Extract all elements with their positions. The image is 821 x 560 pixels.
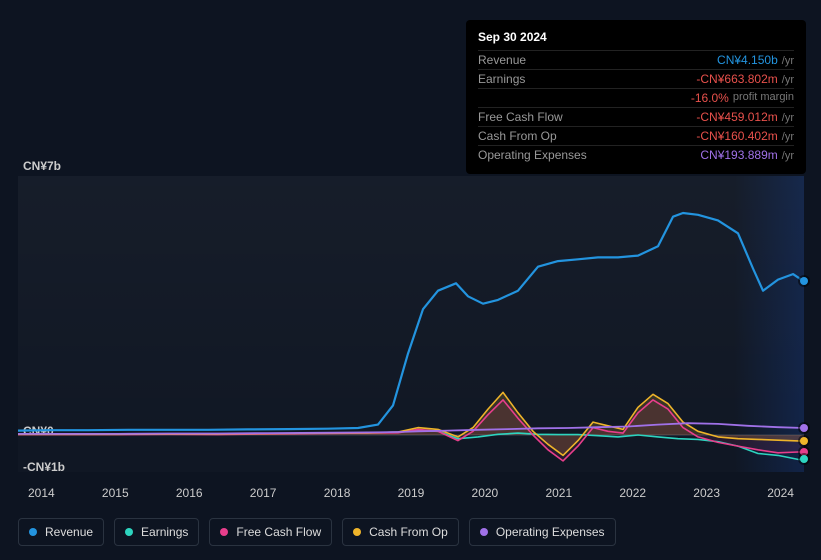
legend-label: Cash From Op: [369, 525, 448, 539]
tooltip-suffix: /yr: [782, 131, 794, 143]
tooltip-suffix: profit margin: [733, 91, 794, 105]
tooltip-label: Cash From Op: [478, 129, 598, 143]
tooltip-value: -CN¥160.402m: [696, 129, 777, 143]
legend-item-freeCashFlow[interactable]: Free Cash Flow: [209, 518, 332, 546]
x-tick: 2016: [176, 486, 203, 500]
chart-container: CN¥7b CN¥0 -CN¥1b 2014201520162017201820…: [18, 158, 804, 498]
tooltip-extra-row: -16.0% profit margin: [478, 88, 794, 107]
x-tick: 2014: [28, 486, 55, 500]
tooltip-card: Sep 30 2024 Revenue CN¥4.150b/yr Earnings -…: [466, 20, 806, 174]
plot-area[interactable]: [18, 176, 804, 472]
legend-label: Earnings: [141, 525, 188, 539]
x-tick: 2015: [102, 486, 129, 500]
chart-lines: [18, 176, 804, 472]
tooltip-row: Free Cash Flow -CN¥459.012m/yr: [478, 107, 794, 126]
x-tick: 2024: [767, 486, 794, 500]
tooltip-value: -CN¥459.012m: [696, 110, 777, 124]
x-tick: 2019: [398, 486, 425, 500]
tooltip-suffix: /yr: [782, 112, 794, 124]
legend-label: Revenue: [45, 525, 93, 539]
legend-label: Operating Expenses: [496, 525, 605, 539]
tooltip-row: Cash From Op -CN¥160.402m/yr: [478, 126, 794, 145]
legend-swatch: [353, 528, 361, 536]
legend-swatch: [220, 528, 228, 536]
legend-item-cashFromOp[interactable]: Cash From Op: [342, 518, 459, 546]
legend-item-operatingExpenses[interactable]: Operating Expenses: [469, 518, 616, 546]
x-tick: 2020: [472, 486, 499, 500]
series-marker: [800, 277, 808, 285]
x-tick: 2021: [545, 486, 572, 500]
tooltip-label: Free Cash Flow: [478, 110, 598, 124]
legend-swatch: [29, 528, 37, 536]
series-revenue: [18, 213, 804, 431]
series-marker: [800, 437, 808, 445]
series-marker: [800, 424, 808, 432]
tooltip-date: Sep 30 2024: [478, 30, 794, 44]
legend-swatch: [125, 528, 133, 536]
y-top-label: CN¥7b: [23, 159, 61, 173]
legend: Revenue Earnings Free Cash Flow Cash From O…: [18, 518, 616, 546]
x-tick: 2023: [693, 486, 720, 500]
legend-label: Free Cash Flow: [236, 525, 321, 539]
tooltip-value: CN¥4.150b: [717, 53, 778, 67]
x-tick: 2017: [250, 486, 277, 500]
tooltip-row: Earnings -CN¥663.802m/yr: [478, 69, 794, 88]
tooltip-value: -16.0%: [691, 91, 729, 105]
tooltip-suffix: /yr: [782, 74, 794, 86]
x-axis: 2014 2015 2016 2017 2018 2019 2020 2021 2022 2023…: [18, 486, 804, 500]
tooltip-label: Revenue: [478, 53, 598, 67]
tooltip-value: -CN¥663.802m: [696, 72, 777, 86]
tooltip-row: Revenue CN¥4.150b/yr: [478, 50, 794, 69]
legend-item-revenue[interactable]: Revenue: [18, 518, 104, 546]
legend-item-earnings[interactable]: Earnings: [114, 518, 199, 546]
series-marker: [800, 455, 808, 463]
x-tick: 2022: [619, 486, 646, 500]
legend-swatch: [480, 528, 488, 536]
tooltip-suffix: /yr: [782, 55, 794, 67]
tooltip-label: Earnings: [478, 72, 598, 86]
x-tick: 2018: [324, 486, 351, 500]
